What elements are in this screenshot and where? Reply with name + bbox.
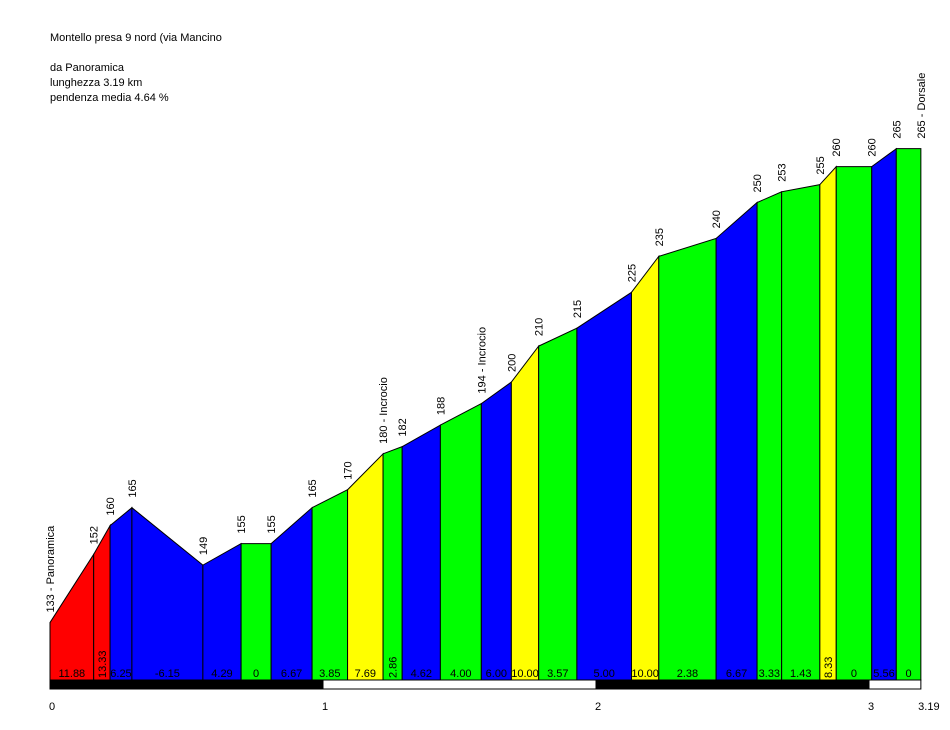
gradient-label: 4.00 — [450, 668, 471, 680]
gradient-label: 2.38 — [677, 668, 698, 680]
distance-tick-label: 1 — [322, 701, 328, 713]
altitude-label: 160 — [105, 497, 117, 515]
profile-segment — [347, 452, 384, 681]
distance-bar-block — [322, 679, 597, 690]
altitude-label: 155 — [236, 515, 248, 533]
start-point: da Panoramica — [50, 62, 124, 74]
gradient-label: 4.62 — [411, 668, 432, 680]
altitude-label: 210 — [534, 318, 546, 336]
altitude-label: 152 — [89, 526, 101, 544]
distance-tick-label: 3 — [868, 701, 874, 713]
altitude-label: 253 — [777, 163, 789, 181]
profile-segment — [382, 445, 403, 681]
profile-segment — [311, 488, 349, 681]
gradient-label: 2.86 — [388, 657, 400, 678]
profile-segment — [240, 543, 272, 681]
profile-segment — [202, 542, 242, 681]
gradient-label: 5.56 — [873, 668, 894, 680]
profile-segment — [401, 424, 441, 681]
altitude-label: 260 — [867, 138, 879, 156]
gradient-label: 13.33 — [97, 650, 109, 678]
profile-segment — [576, 291, 632, 681]
gradient-label: 4.29 — [211, 668, 232, 680]
gradient-label: -6.15 — [155, 668, 180, 680]
profile-segment — [109, 506, 133, 681]
profile-segment — [715, 201, 758, 681]
gradient-label: 10.00 — [631, 668, 659, 680]
profile-segment — [871, 147, 897, 681]
profile-title: Montello presa 9 nord (via Mancino — [50, 32, 222, 44]
profile-segment — [480, 381, 512, 681]
altitude-label: 235 — [654, 228, 666, 246]
profile-segment — [131, 506, 204, 681]
gradient-label: 1.43 — [790, 668, 811, 680]
distance-bar-block — [868, 679, 922, 690]
distance-tick-labels: 0 1 2 3 3.19 — [49, 701, 940, 713]
profile-segment — [781, 183, 821, 681]
altitude-labels: 133 - Panoramica 152 160 165 149 155 155 165 170… — [45, 73, 928, 613]
profile-segment — [439, 402, 482, 681]
profile-segment — [835, 166, 873, 681]
average-gradient: pendenza media 4.64 % — [50, 92, 169, 104]
profile-segment — [510, 344, 540, 681]
profile-segment — [756, 190, 783, 681]
profile-segment — [658, 237, 717, 681]
gradient-label: 0 — [851, 668, 857, 680]
altitude-label: 240 — [711, 210, 723, 228]
altitude-label: 265 — [891, 120, 903, 138]
altitude-label: 182 — [397, 418, 409, 436]
altitude-label: 200 — [506, 354, 518, 372]
altitude-label: 188 — [435, 397, 447, 415]
gradient-label: 3.33 — [759, 668, 780, 680]
gradient-label: 6.67 — [726, 668, 747, 680]
altitude-label: 170 — [343, 461, 355, 479]
route-length: lunghezza 3.19 km — [50, 77, 143, 89]
altitude-label: 255 — [815, 156, 827, 174]
profile-segment — [538, 327, 578, 681]
altitude-label: 149 — [198, 537, 210, 555]
distance-bar-block — [49, 679, 324, 690]
profile-segment — [630, 254, 660, 681]
gradient-label: 3.85 — [319, 668, 340, 680]
gradient-label: 6.25 — [110, 668, 131, 680]
profile-segments — [49, 147, 922, 681]
gradient-label: 3.57 — [547, 668, 568, 680]
profile-segment — [819, 165, 837, 681]
gradient-label: 0 — [906, 668, 912, 680]
gradient-label: 0 — [253, 668, 259, 680]
gradient-labels: 11.88 13.33 6.25 -6.15 4.29 0 6.67 3.85 7.69 2.86… — [58, 650, 911, 680]
gradient-label: 5.00 — [593, 668, 614, 680]
profile-segment — [895, 148, 922, 681]
altitude-label: 155 — [266, 515, 278, 533]
distance-bar-block — [595, 679, 870, 690]
altitude-label: 165 — [127, 479, 139, 497]
altitude-label: 215 — [572, 300, 584, 318]
gradient-label: 8.33 — [823, 657, 835, 678]
gradient-label: 7.69 — [355, 668, 376, 680]
gradient-label: 6.00 — [486, 668, 507, 680]
gradient-label: 6.67 — [281, 668, 302, 680]
distance-tick-label: 0 — [49, 701, 55, 713]
distance-tick-label: 2 — [595, 701, 601, 713]
distance-tick-label: 3.19 — [918, 701, 939, 713]
altitude-label: 225 — [626, 264, 638, 282]
altitude-label: 260 — [831, 138, 843, 156]
altitude-label: 165 — [307, 479, 319, 497]
altitude-label: 265 - Dorsale — [916, 73, 928, 139]
altitude-label: 194 - Incrocio — [476, 327, 488, 394]
altitude-label: 133 - Panoramica — [45, 525, 57, 613]
altitude-label: 180 - Incrocio — [378, 377, 390, 444]
distance-scale-bar — [49, 679, 922, 690]
gradient-label: 11.88 — [58, 668, 85, 680]
altitude-label: 250 — [752, 174, 764, 192]
gradient-label: 10.00 — [511, 668, 539, 680]
